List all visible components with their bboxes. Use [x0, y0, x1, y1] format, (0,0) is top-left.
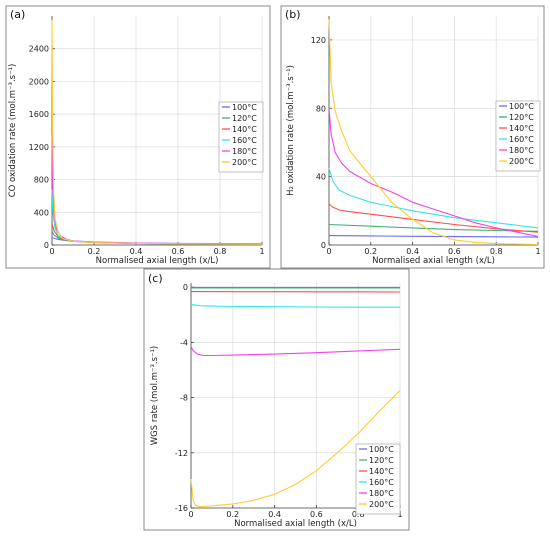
x-axis-label: Normalised axial length (x/L)	[96, 256, 219, 266]
y-tick-label: 0	[321, 241, 326, 250]
x-tick-label: 0.2	[88, 247, 101, 256]
legend-box	[495, 100, 541, 172]
legend-entry: 100°C	[509, 102, 534, 111]
series-line	[328, 108, 539, 238]
series-line	[190, 346, 401, 357]
legend-box	[355, 443, 401, 515]
y-tick-label: 1600	[29, 110, 49, 119]
panel-label: (b)	[285, 8, 301, 21]
x-axis-label: Normalised axial length (x/L)	[372, 256, 495, 266]
x-tick-label: 0.6	[310, 510, 323, 519]
y-tick-label: -4	[180, 338, 188, 347]
legend-entry: 120°C	[509, 113, 534, 122]
x-tick-label: 0.2	[364, 247, 377, 256]
x-tick-label: 0.8	[490, 247, 503, 256]
y-tick-label: 40	[316, 173, 326, 182]
y-axis-label: WGS rate (mol.m⁻³.s⁻¹)	[150, 346, 160, 445]
x-tick-label: 0.8	[214, 247, 227, 256]
x-tick-label: 0.8	[352, 510, 365, 519]
series-line	[190, 303, 400, 308]
x-tick-label: 0	[326, 247, 331, 256]
x-tick-label: 0.4	[406, 247, 419, 256]
x-tick-label: 0.2	[226, 510, 239, 519]
y-tick-label: -16	[175, 504, 188, 513]
y-tick-label: 1200	[29, 143, 49, 152]
legend-entry: 120°C	[232, 114, 257, 123]
legend-entry: 200°C	[232, 158, 257, 167]
legend-entry: 160°C	[369, 478, 394, 487]
y-tick-label: 400	[34, 208, 49, 217]
x-tick-label: 0.6	[172, 247, 185, 256]
legend-entry: 160°C	[509, 135, 534, 144]
legend-entry: 200°C	[369, 500, 394, 509]
x-tick-label: 1	[535, 247, 540, 256]
chart-panel: 0 0.2 0.4 0.6 0.8 1 0 400 800 1200 1600 2000 2400 Nor…	[5, 5, 271, 269]
legend-entry: 180°C	[509, 146, 534, 155]
x-tick-label: 0	[188, 510, 193, 519]
y-axis-label: H₂ oxidation rate (mol.m⁻³.s⁻¹)	[286, 65, 296, 196]
legend-entry: 180°C	[232, 147, 257, 156]
series-line	[190, 390, 401, 508]
y-tick-label: 120	[311, 36, 326, 45]
x-tick-label: 1	[259, 247, 264, 256]
legend-box	[218, 101, 264, 173]
y-tick-label: 2400	[29, 45, 49, 54]
legend-entry: 160°C	[232, 136, 257, 145]
y-tick-label: -12	[175, 449, 188, 458]
y-tick-label: 80	[316, 104, 326, 113]
legend-entry: 100°C	[369, 445, 394, 454]
y-tick-label: 800	[34, 176, 49, 185]
legend-entry: 100°C	[232, 103, 257, 112]
series-line	[328, 203, 539, 233]
series-line	[51, 20, 263, 245]
legend-entry: 140°C	[369, 467, 394, 476]
x-tick-label: 1	[397, 510, 402, 519]
legend-entry: 140°C	[509, 124, 534, 133]
legend-entry: 120°C	[369, 456, 394, 465]
y-tick-label: 0	[44, 241, 49, 250]
legend-entry: 200°C	[509, 157, 534, 166]
x-tick-label: 0.4	[130, 247, 143, 256]
chart-panel: 0 0.2 0.4 0.6 0.8 1 0 40 80 120 Normalised axial l…	[280, 5, 545, 269]
chart-panel: 0 0.2 0.4 0.6 0.8 1 0 -4 -8 -12 -16 Normalised axia…	[143, 268, 410, 531]
panel-label: (a)	[10, 8, 25, 21]
series-line	[328, 167, 539, 229]
series-line	[328, 223, 539, 232]
y-tick-label: 0	[183, 283, 188, 292]
x-tick-label: 0.4	[268, 510, 281, 519]
series-line	[328, 235, 539, 238]
legend: 100°C 120°C 140°C 160°C 180°C 200°C	[495, 100, 541, 172]
x-tick-label: 0.6	[448, 247, 461, 256]
legend: 100°C 120°C 140°C 160°C 180°C 200°C	[218, 101, 264, 173]
legend-entry: 140°C	[232, 125, 257, 134]
y-axis-label: CO oxidation rate (mol.m⁻³.s⁻¹)	[8, 64, 18, 198]
panel-label: (c)	[148, 272, 163, 285]
legend-entry: 180°C	[369, 489, 394, 498]
legend: 100°C 120°C 140°C 160°C 180°C 200°C	[355, 443, 401, 515]
y-tick-label: -8	[180, 394, 188, 403]
x-axis-label: Normalised axial length (x/L)	[234, 519, 357, 529]
x-tick-label: 0	[49, 247, 54, 256]
y-tick-label: 2000	[29, 77, 49, 86]
series-line	[328, 19, 539, 246]
